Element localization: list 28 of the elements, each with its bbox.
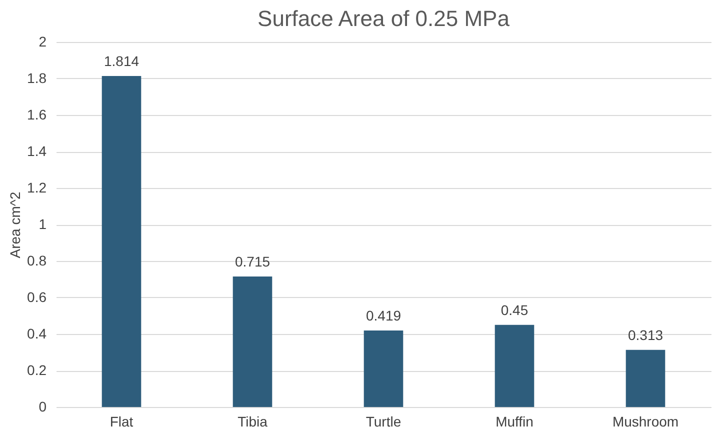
y-tick-label: 1.8 [27, 70, 47, 86]
bar [232, 276, 272, 407]
bar [364, 330, 404, 407]
y-axis-title: Area cm^2 [7, 192, 24, 258]
y-tick-label: 2 [38, 34, 47, 50]
x-tick-label: Tibia [238, 414, 268, 430]
y-tick-label: 1 [38, 216, 47, 232]
y-tick-label: 0.6 [27, 289, 47, 305]
x-tick-label: Flat [110, 414, 134, 430]
bar [102, 76, 142, 407]
chart-title: Surface Area of 0.25 MPa [258, 6, 510, 31]
bar [494, 324, 534, 407]
data-label: 0.715 [234, 254, 270, 270]
data-label: 0.45 [500, 302, 528, 318]
y-tick-label: 0.2 [27, 362, 47, 378]
x-tick-label: Turtle [366, 414, 402, 430]
data-label: 0.419 [366, 308, 402, 324]
x-tick-label: Muffin [496, 414, 534, 430]
data-label: 1.814 [104, 52, 140, 69]
y-tick-label: 1.4 [27, 143, 47, 159]
y-tick-label: 0.4 [27, 326, 47, 342]
x-tick-label: Mushroom [612, 414, 679, 430]
data-label: 0.313 [628, 326, 664, 343]
y-tick-label: 1.2 [27, 180, 47, 196]
y-tick-label: 0 [38, 398, 47, 414]
y-tick-label: 0.8 [27, 252, 47, 268]
bar [626, 350, 666, 407]
y-tick-label: 1.6 [27, 106, 47, 122]
